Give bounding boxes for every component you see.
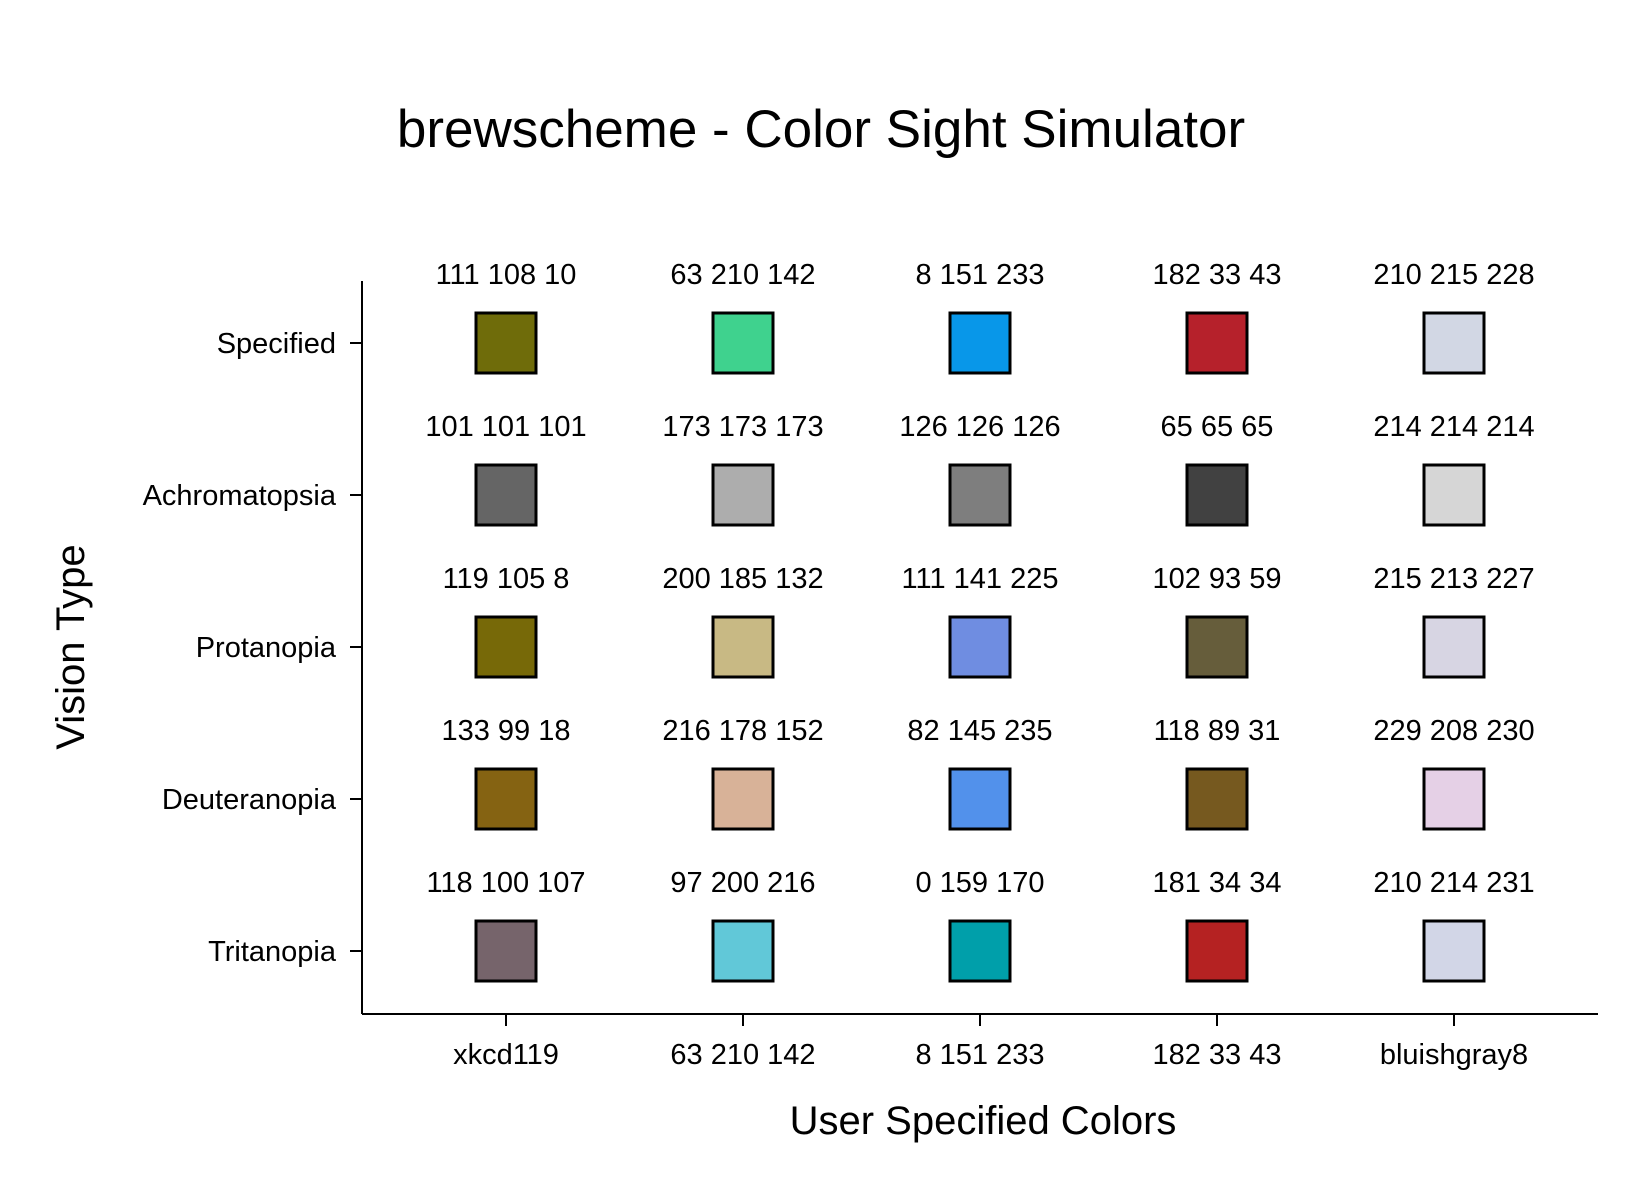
color-swatch xyxy=(948,919,1012,983)
chart-title: brewscheme - Color Sight Simulator xyxy=(397,100,1245,159)
rgb-value-label: 133 99 18 xyxy=(441,715,570,747)
color-swatch xyxy=(1422,311,1486,375)
color-swatch xyxy=(948,463,1012,527)
rgb-value-label: 173 173 173 xyxy=(662,411,823,443)
rgb-value-label: 63 210 142 xyxy=(670,259,815,291)
color-swatch xyxy=(1185,767,1249,831)
rgb-value-label: 210 214 231 xyxy=(1373,867,1534,899)
y-tick-label: Tritanopia xyxy=(208,936,337,968)
rgb-value-label: 0 159 170 xyxy=(915,867,1044,899)
color-swatch xyxy=(1422,919,1486,983)
color-swatch xyxy=(1422,615,1486,679)
color-swatch xyxy=(474,311,538,375)
x-tick-label: 63 210 142 xyxy=(670,1039,815,1071)
color-swatch xyxy=(1185,615,1249,679)
y-tick-label: Achromatopsia xyxy=(143,480,337,512)
rgb-value-label: 200 185 132 xyxy=(662,563,823,595)
color-swatch xyxy=(711,767,775,831)
color-swatch xyxy=(474,463,538,527)
x-tick-label: 182 33 43 xyxy=(1152,1039,1281,1071)
x-tick-label: bluishgray8 xyxy=(1380,1039,1528,1071)
color-swatch xyxy=(1185,919,1249,983)
color-swatch xyxy=(1422,767,1486,831)
color-swatch xyxy=(1185,463,1249,527)
rgb-value-label: 215 213 227 xyxy=(1373,563,1534,595)
x-tick-label: xkcd119 xyxy=(453,1039,559,1071)
y-tick-label: Deuteranopia xyxy=(162,784,337,816)
color-swatch xyxy=(1185,311,1249,375)
rgb-value-label: 101 101 101 xyxy=(425,411,586,443)
color-swatch xyxy=(948,311,1012,375)
chart-marks: xkcd119 63 210 142 8 151 233 182 33 43 bluis… xyxy=(143,259,1535,1071)
rgb-value-label: 102 93 59 xyxy=(1152,563,1281,595)
x-tick-label: 8 151 233 xyxy=(915,1039,1044,1071)
rgb-value-label: 111 141 225 xyxy=(902,563,1059,595)
color-swatch xyxy=(711,463,775,527)
rgb-value-label: 97 200 216 xyxy=(670,867,815,899)
rgb-value-label: 216 178 152 xyxy=(662,715,823,747)
rgb-value-label: 82 145 235 xyxy=(907,715,1052,747)
rgb-value-label: 214 214 214 xyxy=(1373,411,1534,443)
rgb-value-label: 8 151 233 xyxy=(915,259,1044,291)
rgb-value-label: 118 89 31 xyxy=(1154,715,1281,747)
rgb-value-label: 182 33 43 xyxy=(1152,259,1281,291)
y-axis-title: Vision Type xyxy=(49,544,93,749)
color-swatch xyxy=(474,615,538,679)
y-tick-label: Specified xyxy=(217,328,336,360)
rgb-value-label: 181 34 34 xyxy=(1152,867,1281,899)
rgb-value-label: 126 126 126 xyxy=(899,411,1060,443)
rgb-value-label: 229 208 230 xyxy=(1373,715,1534,747)
color-swatch xyxy=(474,919,538,983)
color-swatch xyxy=(711,311,775,375)
color-swatch xyxy=(948,615,1012,679)
color-swatch xyxy=(474,767,538,831)
color-swatch xyxy=(711,919,775,983)
color-swatch xyxy=(1422,463,1486,527)
rgb-value-label: 119 105 8 xyxy=(443,563,570,595)
y-tick-label: Protanopia xyxy=(196,632,337,664)
x-axis-title: User Specified Colors xyxy=(790,1099,1177,1143)
color-swatch xyxy=(711,615,775,679)
color-swatch xyxy=(948,767,1012,831)
rgb-value-label: 65 65 65 xyxy=(1161,411,1274,443)
rgb-value-label: 111 108 10 xyxy=(436,259,577,291)
rgb-value-label: 118 100 107 xyxy=(426,867,585,899)
rgb-value-label: 210 215 228 xyxy=(1373,259,1534,291)
